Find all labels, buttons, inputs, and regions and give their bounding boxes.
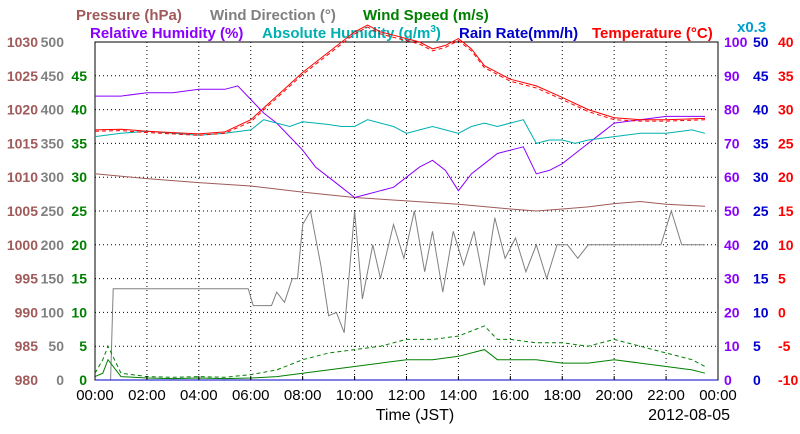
series-wind-speed (94, 349, 706, 380)
tick-label-wind-speed: 45 (71, 68, 87, 84)
series-temperature (94, 24, 706, 135)
tick-label-temperature: 15 (778, 203, 794, 219)
tick-label-wind-speed: 15 (71, 271, 87, 287)
x-tick-label: 00:00 (76, 387, 114, 404)
tick-label-relative-humidity: 50 (724, 203, 740, 219)
tick-label-wind-direction: 0 (56, 372, 64, 388)
tick-label-rain-rate: 15 (753, 271, 769, 287)
tick-label-pressure: 1030 (7, 34, 38, 50)
legend-rain-rate: Rain Rate(mm/h) (459, 25, 578, 42)
tick-label-temperature: 25 (778, 135, 794, 151)
tick-label-temperature: 35 (778, 68, 794, 84)
series-pressure (94, 173, 706, 212)
tick-label-pressure: 1020 (7, 102, 38, 118)
series-absolute-humidity (94, 119, 706, 144)
tick-label-rain-rate: 0 (753, 372, 761, 388)
x-tick-label: 14:00 (440, 387, 478, 404)
tick-label-wind-speed: 35 (71, 135, 87, 151)
tick-label-wind-speed: 20 (71, 237, 87, 253)
tick-label-temperature: 5 (778, 271, 786, 287)
tick-label-wind-speed: 40 (71, 102, 87, 118)
legend-wind-speed: Wind Speed (m/s) (363, 7, 489, 24)
tick-label-relative-humidity: 30 (724, 271, 740, 287)
tick-label-pressure: 985 (15, 338, 39, 354)
legend-pressure: Pressure (hPa) (76, 7, 182, 24)
tick-label-relative-humidity: 70 (724, 135, 740, 151)
x-tick-label: 12:00 (388, 387, 426, 404)
tick-label-relative-humidity: 60 (724, 169, 740, 185)
series-relative-humidity (95, 85, 705, 199)
x-axis-label: Time (JST) (376, 407, 455, 424)
series-temperature-dashed (94, 26, 706, 136)
tick-label-rain-rate: 35 (753, 135, 769, 151)
tick-label-pressure: 1005 (7, 203, 38, 219)
tick-label-relative-humidity: 80 (724, 102, 740, 118)
tick-label-rain-rate: 20 (753, 237, 769, 253)
tick-label-wind-speed: 30 (71, 169, 87, 185)
tick-label-relative-humidity: 100 (724, 34, 748, 50)
tick-label-relative-humidity: 40 (724, 237, 740, 253)
x-tick-label: 22:00 (647, 387, 685, 404)
tick-label-wind-speed: 0 (79, 372, 87, 388)
chart-date: 2012-08-05 (648, 407, 730, 424)
tick-label-rain-rate: 10 (753, 304, 769, 320)
tick-label-pressure: 1025 (7, 68, 38, 84)
x-tick-label: 06:00 (232, 387, 270, 404)
tick-label-wind-speed: 25 (71, 203, 87, 219)
x-tick-label: 04:00 (180, 387, 218, 404)
tick-label-wind-direction: 100 (41, 304, 65, 320)
tick-label-wind-direction: 50 (48, 338, 64, 354)
tick-label-temperature: 0 (778, 304, 786, 320)
tick-label-wind-direction: 250 (41, 203, 65, 219)
tick-label-temperature: 40 (778, 34, 794, 50)
x-tick-label: 20:00 (595, 387, 633, 404)
tick-label-wind-direction: 500 (41, 34, 65, 50)
tick-label-wind-direction: 150 (41, 271, 65, 287)
x-tick-label: 02:00 (128, 387, 166, 404)
tick-label-relative-humidity: 10 (724, 338, 740, 354)
tick-label-rain-rate: 45 (753, 68, 769, 84)
tick-label-relative-humidity: 90 (724, 68, 740, 84)
tick-label-wind-direction: 300 (41, 169, 65, 185)
legend-multiplier: x0.3 (737, 19, 766, 36)
tick-label-wind-direction: 450 (41, 68, 65, 84)
tick-label-pressure: 1015 (7, 135, 38, 151)
legend-temperature: Temperature (°C) (592, 25, 713, 42)
x-tick-label: 00:00 (699, 387, 737, 404)
tick-label-rain-rate: 40 (753, 102, 769, 118)
tick-label-wind-direction: 400 (41, 102, 65, 118)
tick-label-pressure: 990 (15, 304, 39, 320)
x-tick-label: 16:00 (492, 387, 530, 404)
tick-label-temperature: 20 (778, 169, 794, 185)
x-tick-label: 18:00 (543, 387, 581, 404)
tick-label-rain-rate: 5 (753, 338, 761, 354)
tick-label-rain-rate: 30 (753, 169, 769, 185)
tick-label-pressure: 1000 (7, 237, 38, 253)
tick-label-rain-rate: 25 (753, 203, 769, 219)
tick-label-temperature: 10 (778, 237, 794, 253)
x-tick-label: 08:00 (284, 387, 322, 404)
tick-label-relative-humidity: 20 (724, 304, 740, 320)
tick-label-pressure: 995 (15, 271, 39, 287)
tick-label-wind-direction: 200 (41, 237, 65, 253)
legend-wind-direction: Wind Direction (°) (210, 7, 336, 24)
tick-label-temperature: -5 (778, 338, 791, 354)
series-wind-direction (95, 209, 705, 381)
tick-label-rain-rate: 50 (753, 34, 769, 50)
tick-label-pressure: 1010 (7, 169, 38, 185)
tick-label-relative-humidity: 0 (724, 372, 732, 388)
tick-label-temperature: 30 (778, 102, 794, 118)
series-wind-speed-dashed (94, 325, 706, 378)
tick-label-temperature: -10 (778, 372, 798, 388)
x-tick-label: 10:00 (336, 387, 374, 404)
tick-label-pressure: 980 (15, 372, 39, 388)
legend-relative-humidity: Relative Humidity (%) (90, 25, 243, 42)
tick-label-wind-speed: 5 (79, 338, 87, 354)
legend-absolute-humidity: Absolute Humidity (g/m3) (262, 24, 441, 42)
tick-label-wind-direction: 350 (41, 135, 65, 151)
tick-label-wind-speed: 10 (71, 304, 87, 320)
